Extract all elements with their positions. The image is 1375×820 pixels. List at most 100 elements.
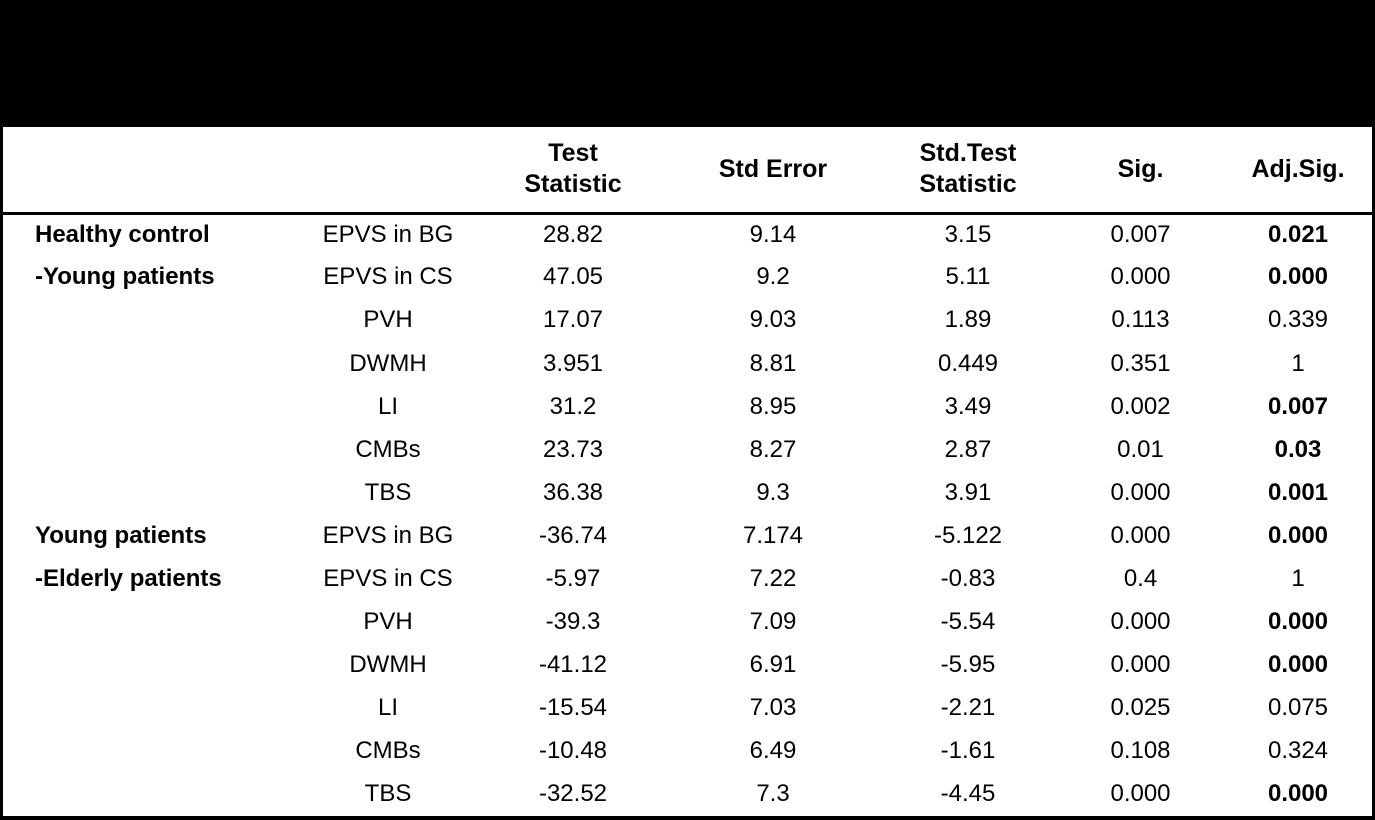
group-cell [3,601,303,644]
group-cell [3,428,303,471]
pairwise-comparison-table: Test Statistic Std Error Std.Test Statis… [0,127,1375,820]
group-cell [3,773,303,816]
std-test-statistic-cell: -2.21 [940,694,996,722]
sig-cell: 0.025 [1110,694,1171,722]
sig-cell: 0.4 [1123,564,1158,592]
sig-cell: 0.113 [1111,306,1170,334]
std-test-statistic-cell: 3.49 [944,392,992,420]
group-cell [3,687,303,730]
sig-cell: 0.000 [1110,650,1171,678]
std-test-statistic-cell: 1.89 [944,306,992,334]
std-error-cell: 8.81 [749,349,797,377]
table-row: LI -15.54 7.03 -2.21 0.025 0.075 [3,687,1375,730]
header-measure-column [303,127,473,215]
group-cell [3,644,303,687]
std-error-cell: 8.27 [749,435,797,463]
sig-cell: 0.000 [1110,263,1171,291]
measure-cell: DWMH [349,650,427,678]
table-row: PVH -39.3 7.09 -5.54 0.000 0.000 [3,601,1375,644]
adj-sig-cell: 0.021 [1267,221,1329,249]
group-cell [3,342,303,385]
group-cell: -Young patients [35,263,215,291]
header-std-test-statistic: Std.Test Statistic [873,127,1063,215]
group-cell [3,385,303,428]
std-error-cell: 9.2 [756,263,790,291]
group-cell [3,471,303,514]
header-test-statistic: Test Statistic [473,127,673,215]
adj-sig-cell: 0.007 [1267,392,1329,420]
measure-cell: PVH [363,607,413,635]
test-statistic-cell: -41.12 [538,650,608,678]
table-row: LI 31.2 8.95 3.49 0.002 0.007 [3,385,1375,428]
table-row: TBS 36.38 9.3 3.91 0.000 0.001 [3,471,1375,514]
adj-sig-cell: 1 [1291,564,1305,592]
std-test-statistic-cell: -5.95 [940,650,996,678]
test-statistic-cell: 36.38 [542,478,604,506]
adj-sig-cell: 0.03 [1274,435,1322,463]
std-test-statistic-cell: -4.45 [940,780,996,808]
sig-cell: 0.108 [1110,737,1171,765]
table-row: -Young patients EPVS in CS 47.05 9.2 5.11 0.0… [3,256,1375,299]
test-statistic-cell: 3.951 [542,349,604,377]
statistics-table: Test Statistic Std Error Std.Test Statis… [3,127,1375,816]
measure-cell: EPVS in CS [323,564,453,592]
header-adj-sig: Adj.Sig. [1218,127,1375,215]
std-error-cell: 6.49 [749,737,797,765]
table-row: CMBs -10.48 6.49 -1.61 0.108 0.324 [3,730,1375,773]
std-test-statistic-cell: -0.83 [940,564,996,592]
std-test-statistic-cell: 2.87 [944,435,992,463]
sig-cell: 0.351 [1110,349,1171,377]
adj-sig-cell: 0.324 [1267,737,1329,765]
group-cell: -Elderly patients [35,564,222,592]
sig-cell: 0.002 [1110,392,1171,420]
group-cell [3,299,303,342]
table-row: -Elderly patients EPVS in CS -5.97 7.22 -0.8… [3,558,1375,601]
adj-sig-cell: 0.000 [1267,263,1329,291]
sig-cell: 0.007 [1110,221,1171,249]
std-test-statistic-cell: 0.449 [937,349,999,377]
measure-cell: TBS [364,478,412,506]
table-row: Young patients EPVS in BG -36.74 7.174 -5.12… [3,514,1375,557]
measure-cell: CMBs [355,737,421,765]
measure-cell: EPVS in BG [322,221,454,249]
test-statistic-cell: 28.82 [542,221,604,249]
std-error-cell: 9.03 [749,306,797,334]
group-cell: Healthy control [35,221,210,249]
table-row: TBS -32.52 7.3 -4.45 0.000 0.000 [3,773,1375,816]
test-statistic-cell: 31.2 [549,392,597,420]
std-test-statistic-cell: 3.91 [944,478,992,506]
measure-cell: TBS [364,780,412,808]
measure-cell: PVH [363,306,413,334]
group-cell: Young patients [35,521,207,549]
test-statistic-cell: -15.54 [538,694,608,722]
header-row: Test Statistic Std Error Std.Test Statis… [3,127,1375,215]
test-statistic-cell: 17.07 [542,306,604,334]
adj-sig-cell: 0.000 [1267,607,1329,635]
sig-cell: 0.000 [1110,607,1171,635]
adj-sig-cell: 0.339 [1267,306,1329,334]
adj-sig-cell: 1 [1291,349,1305,377]
sig-cell: 0.000 [1110,478,1171,506]
test-statistic-cell: 23.73 [542,435,604,463]
adj-sig-cell: 0.075 [1267,694,1329,722]
std-error-cell: 6.91 [749,650,797,678]
std-error-cell: 9.14 [749,221,797,249]
std-test-statistic-cell: -5.122 [933,521,1003,549]
std-error-cell: 7.3 [756,780,790,808]
std-error-cell: 7.174 [742,521,804,549]
table-row: PVH 17.07 9.03 1.89 0.113 0.339 [3,299,1375,342]
std-test-statistic-cell: 5.11 [945,263,991,291]
std-error-cell: 7.03 [749,694,797,722]
std-error-cell: 9.3 [756,478,790,506]
adj-sig-cell: 0.000 [1267,521,1329,549]
measure-cell: DWMH [349,349,427,377]
std-test-statistic-cell: -5.54 [940,607,996,635]
test-statistic-cell: -36.74 [538,521,608,549]
std-test-statistic-cell: 3.15 [944,221,992,249]
std-error-cell: 8.95 [749,392,797,420]
table-row: DWMH 3.951 8.81 0.449 0.351 1 [3,342,1375,385]
adj-sig-cell: 0.000 [1267,780,1329,808]
header-sig: Sig. [1063,127,1218,215]
test-statistic-cell: 47.05 [542,263,604,291]
